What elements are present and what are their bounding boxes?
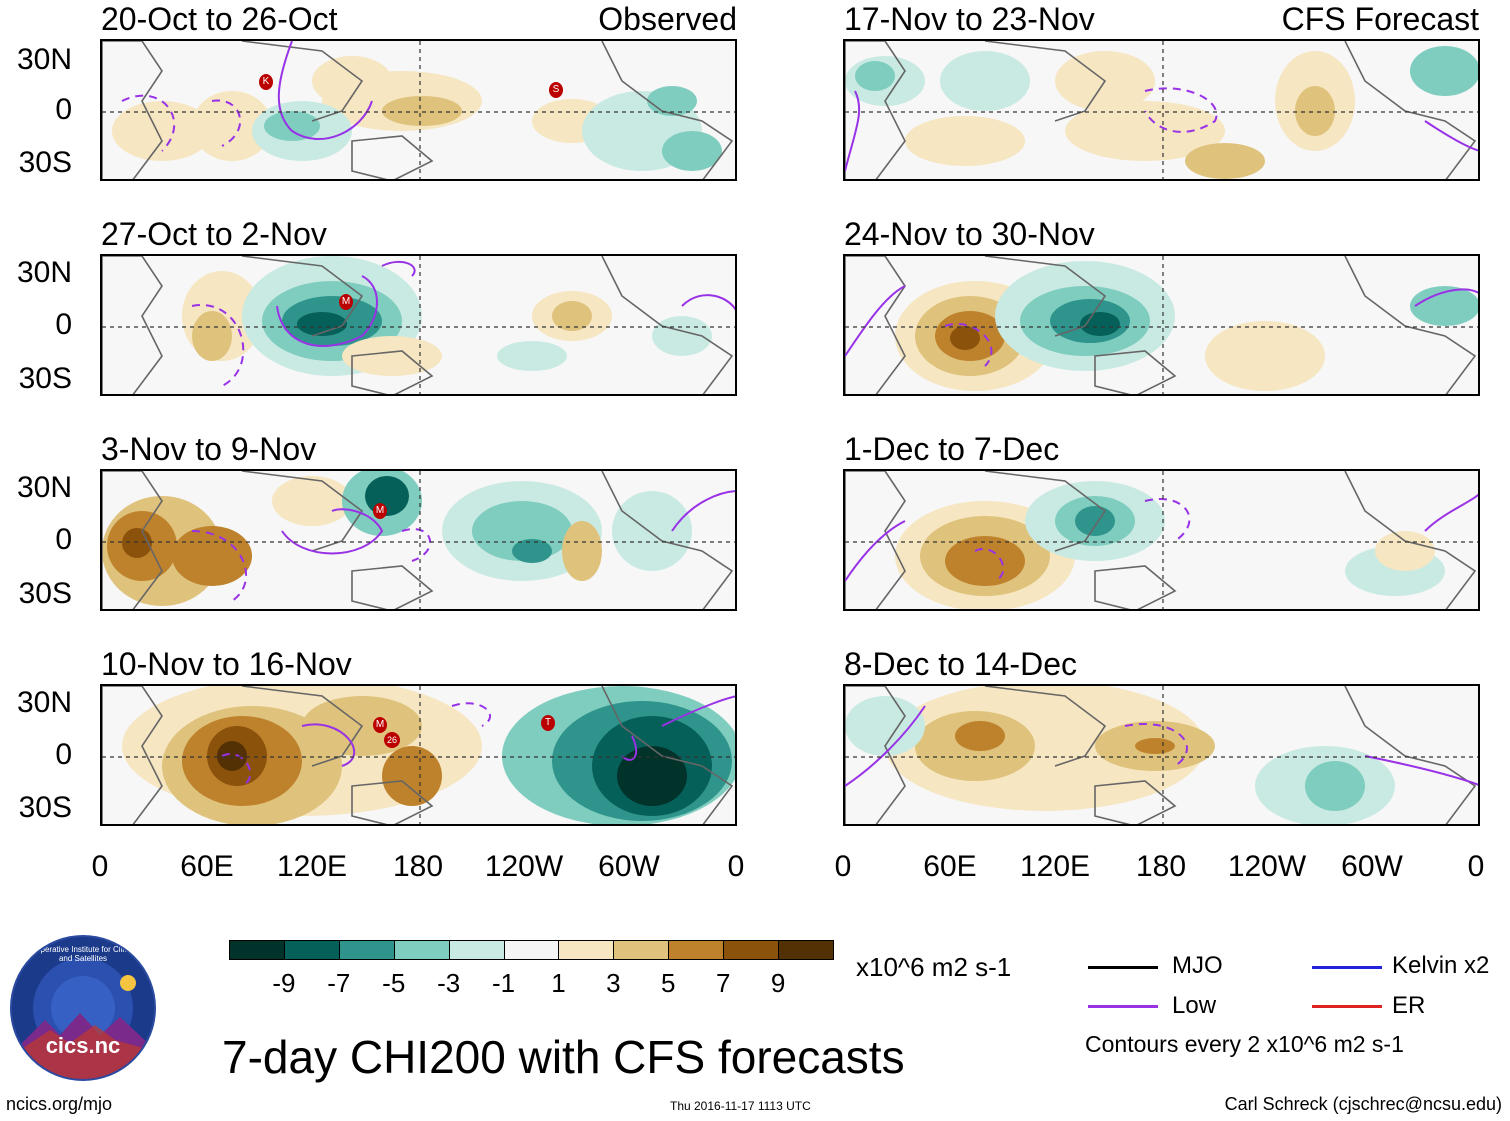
legend-label-kelvin: Kelvin x2 [1392, 952, 1490, 979]
main-title: 7-day CHI200 with CFS forecasts [222, 1031, 905, 1083]
lon-label-60w: 60W [1341, 850, 1403, 883]
storm-marker-26: 26 [384, 732, 400, 748]
map-panel-fcst-1 [843, 39, 1480, 181]
colorbar-tick-label: 7 [715, 968, 731, 998]
lon-label-60w: 60W [598, 850, 660, 883]
storm-marker-m: M [373, 503, 387, 519]
legend-line-kelvin [1312, 966, 1382, 969]
panel-title-fcst-4: 8-Dec to 14-Dec [844, 646, 1077, 682]
storm-marker-t: T [541, 715, 555, 731]
lon-label-120w: 120W [484, 850, 564, 883]
panel-title-obs-2: 27-Oct to 2-Nov [101, 216, 327, 252]
map-panel-fcst-2 [843, 254, 1480, 396]
colorbar-swatch [613, 940, 670, 960]
legend-line-low [1088, 1005, 1158, 1008]
lat-label-0: 0 [55, 523, 72, 556]
lon-label-120e: 120E [276, 850, 348, 883]
panel-title-obs-4: 10-Nov to 16-Nov [101, 646, 352, 682]
colorbar-swatch [338, 940, 395, 960]
map-panel-obs-4: M 26 T [100, 684, 737, 826]
lat-label-30s: 30S [18, 791, 72, 824]
lat-label-30n: 30N [16, 471, 72, 504]
colorbar-tick-label: -5 [382, 968, 406, 998]
panel-title-fcst-3: 1-Dec to 7-Dec [844, 431, 1060, 467]
lon-label-0-end: 0 [1467, 850, 1485, 883]
colorbar-swatch [448, 940, 505, 960]
logo-ring-text: Cooperative Institute for Climate and Sa… [25, 945, 141, 963]
lon-label-180: 180 [392, 850, 444, 883]
colorbar-tick-label: -9 [272, 968, 296, 998]
map-panel-fcst-3 [843, 469, 1480, 611]
map-panel-obs-2: M [100, 254, 737, 396]
panel-title-obs-3: 3-Nov to 9-Nov [101, 431, 317, 467]
colorbar-swatch [283, 940, 340, 960]
legend-label-low: Low [1172, 992, 1217, 1019]
observed-label: Observed [598, 1, 737, 37]
legend-line-er [1312, 1005, 1382, 1008]
lat-label-30n: 30N [16, 43, 72, 76]
colorbar-swatch [229, 940, 285, 960]
colorbar-swatch [503, 940, 560, 960]
colorbar-tick-label: -3 [437, 968, 461, 998]
legend-note: Contours every 2 x10^6 m2 s-1 [1085, 1031, 1404, 1057]
colorbar-swatch [558, 940, 615, 960]
storm-marker-k: K [259, 74, 273, 90]
lat-label-0: 0 [55, 738, 72, 771]
lat-label-30n: 30N [16, 686, 72, 719]
panel-title-fcst-1: 17-Nov to 23-Nov [844, 1, 1095, 37]
legend-line-mjo [1088, 966, 1158, 969]
cics-logo: cics.nc Cooperative Institute for Climat… [10, 935, 156, 1081]
colorbar-tick-label: -7 [327, 968, 351, 998]
storm-marker-m: M [339, 294, 353, 310]
forecast-label: CFS Forecast [1281, 1, 1479, 37]
lon-label-0: 0 [834, 850, 852, 883]
lon-label-0-end: 0 [727, 850, 745, 883]
logo-text: cics.nc [45, 1033, 121, 1058]
colorbar-tick-label: 1 [551, 968, 566, 998]
lon-label-180: 180 [1135, 850, 1187, 883]
footer-timestamp: Thu 2016-11-17 1113 UTC [670, 1099, 811, 1113]
lon-label-120e: 120E [1019, 850, 1091, 883]
map-panel-fcst-4 [843, 684, 1480, 826]
lat-label-0: 0 [55, 308, 72, 341]
lat-label-0: 0 [55, 93, 72, 126]
lat-label-30s: 30S [18, 577, 72, 610]
panel-title-fcst-2: 24-Nov to 30-Nov [844, 216, 1095, 252]
map-panel-obs-3: M [100, 469, 737, 611]
colorbar-swatch [723, 940, 780, 960]
storm-marker-m: M [373, 717, 387, 733]
colorbar-tick-label: 9 [770, 968, 786, 998]
lon-label-60e: 60E [180, 850, 234, 883]
lat-label-30n: 30N [16, 256, 72, 289]
lon-label-120w: 120W [1227, 850, 1307, 883]
colorbar-units: x10^6 m2 s-1 [856, 952, 1012, 982]
storm-marker-s: S [549, 82, 563, 98]
footer-url[interactable]: ncics.org/mjo [6, 1094, 113, 1114]
legend-label-mjo: MJO [1172, 952, 1223, 979]
colorbar-tick-label: 3 [606, 968, 621, 998]
colorbar-swatch [778, 940, 834, 960]
map-panel-obs-1: K S [100, 39, 737, 181]
lon-label-60e: 60E [923, 850, 977, 883]
footer-author: Carl Schreck (cjschrec@ncsu.edu) [1224, 1094, 1502, 1114]
colorbar-tick-label: 5 [661, 968, 676, 998]
lat-label-30s: 30S [18, 362, 72, 395]
legend-label-er: ER [1392, 992, 1426, 1019]
lat-label-30s: 30S [18, 146, 72, 179]
lon-label-0: 0 [91, 850, 109, 883]
colorbar-tick-label: -1 [491, 968, 516, 998]
panel-title-obs-1: 20-Oct to 26-Oct [101, 1, 338, 37]
colorbar-swatch [668, 940, 725, 960]
colorbar-swatch [393, 940, 450, 960]
